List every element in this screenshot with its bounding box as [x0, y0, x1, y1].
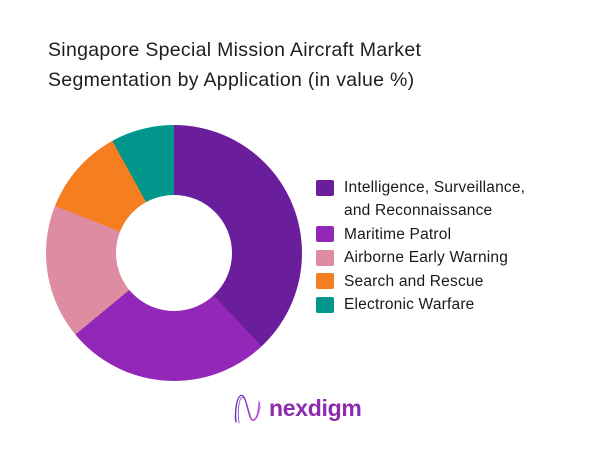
- legend-swatch-airborne-early-warning: [316, 249, 334, 266]
- legend-item-electronic-warfare: Electronic Warfare: [316, 293, 556, 316]
- chart-title: Singapore Special Mission Aircraft Marke…: [48, 35, 421, 95]
- legend-item-airborne-early-warning: Airborne Early Warning: [316, 246, 556, 269]
- chart-title-line-2: Segmentation by Application (in value %): [48, 69, 415, 91]
- n-wave-icon: [234, 394, 261, 424]
- legend-label-maritime-patrol: Maritime Patrol: [344, 225, 452, 243]
- chart-title-line-1: Singapore Special Mission Aircraft Marke…: [48, 39, 422, 61]
- legend-item-maritime-patrol: Maritime Patrol: [316, 223, 556, 246]
- legend-swatch-electronic-warfare: [316, 296, 334, 313]
- legend-swatch-maritime-patrol: [316, 226, 334, 243]
- chart-legend: Intelligence, Surveillance, and Reconnai…: [316, 176, 556, 316]
- donut-chart: [46, 125, 302, 381]
- legend-label-search-and-rescue: Search and Rescue: [344, 272, 484, 290]
- legend-label-airborne-early-warning: Airborne Early Warning: [344, 249, 509, 267]
- legend-item-search-and-rescue: Search and Rescue: [316, 270, 556, 293]
- legend-label-isr: Intelligence, Surveillance, and Reconnai…: [344, 179, 526, 220]
- legend-item-isr: Intelligence, Surveillance, and Reconnai…: [316, 176, 556, 223]
- nexdigm-logo-text: nexdigm: [269, 395, 362, 421]
- legend-swatch-search-and-rescue: [316, 273, 334, 290]
- legend-label-electronic-warfare: Electronic Warfare: [344, 296, 475, 314]
- nexdigm-logo: nexdigm: [233, 392, 362, 425]
- legend-swatch-isr: [316, 179, 334, 196]
